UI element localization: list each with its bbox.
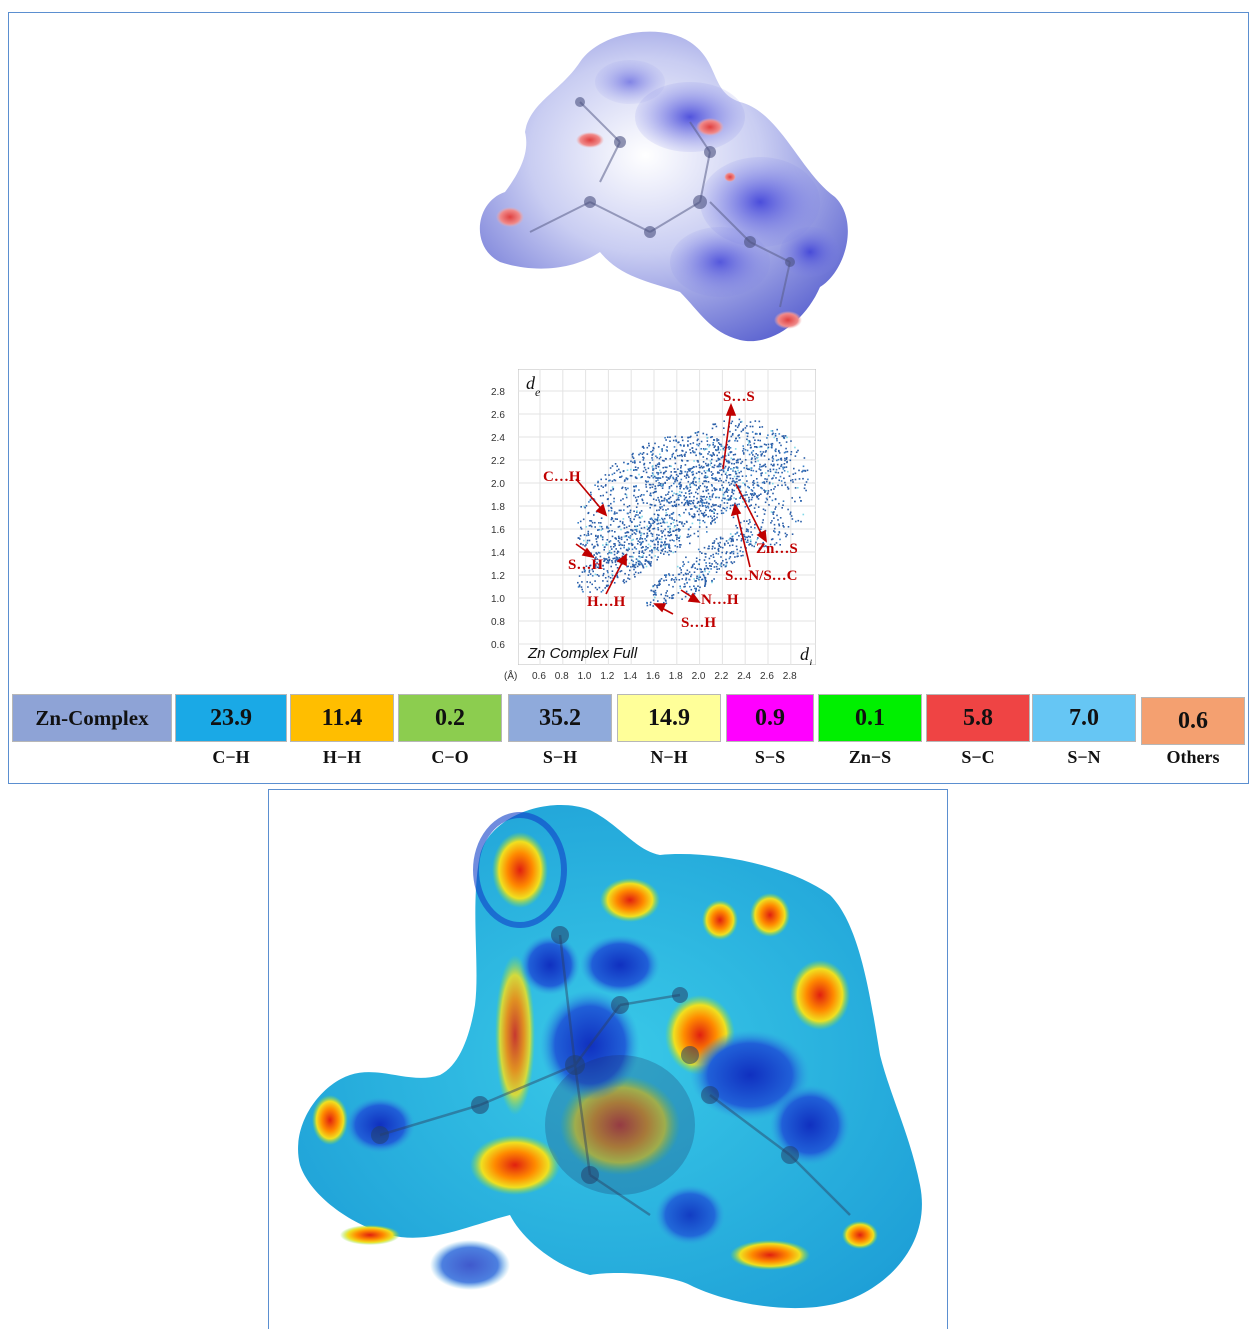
legend-contact-label: Others [1166,747,1220,767]
di-axis-label: di [800,644,812,665]
legend-row-label: Zn-Complex [12,694,172,742]
legend-value-cell: 0.6 [1141,697,1245,745]
legend-contact-label: C−O [431,747,469,767]
annotation-label: S…H [681,615,716,631]
legend-value-cell: 5.8 [926,694,1030,742]
legend-contact-label: N−H [650,747,688,767]
shape-index-surface-image [298,805,922,1309]
x-tick-label: 1.6 [646,671,660,682]
x-tick-label: 0.6 [532,671,546,682]
annotation-label: S…N/S…C [725,568,798,584]
legend-value-cell: 7.0 [1032,694,1136,742]
de-axis-label: de [526,373,541,399]
x-tick-label: 2.0 [692,671,706,682]
annotation-label: N…H [701,592,739,608]
fingerprint-title: Zn Complex Full [527,645,638,662]
annotation-label: S…H [568,557,603,573]
x-tick-label: 2.6 [760,671,774,682]
x-tick-label: 1.2 [600,671,614,682]
y-tick-label: 0.8 [491,617,505,628]
legend-value-cell: 11.4 [290,694,394,742]
contribution-legend: Zn-Complex 23.9 C−H 11.4 H−H 0.2 C−O 35.2 S−H 14… [12,694,1248,784]
legend-contact-label: S−H [542,747,578,767]
legend-value-cell: 23.9 [175,694,287,742]
y-tick-label: 2.4 [491,433,505,444]
y-tick-label: 1.0 [491,594,505,605]
legend-contact-label: C−H [212,747,250,767]
x-tick-label: 2.2 [714,671,728,682]
y-tick-label: 2.2 [491,456,505,467]
legend-contact-label: S−N [1067,747,1101,767]
y-tick-label: 1.8 [491,502,505,513]
y-tick-label: 2.8 [491,387,505,398]
x-tick-label: 2.4 [737,671,751,682]
y-tick-label: 2.0 [491,479,505,490]
x-tick-label: 1.8 [669,671,683,682]
annotation-label: C…H [543,469,581,485]
x-tick-label: 2.8 [783,671,797,682]
legend-contact-label: H−H [322,747,362,767]
unit-label: (Å) [504,669,517,682]
x-tick-label: 1.4 [623,671,637,682]
legend-value-cell: 0.1 [818,694,922,742]
legend-contact-label: Zn−S [848,747,892,767]
fingerprint-plot: S…S C…H Zn…S S…H S…N/S…C H…H N…H S…H de di Zn C… [518,369,816,665]
legend-value-cell: 0.2 [398,694,502,742]
y-tick-label: 1.4 [491,548,505,559]
legend-value-cell: 0.9 [726,694,814,742]
annotation-label: Zn…S [756,541,798,557]
y-tick-label: 1.6 [491,525,505,536]
annotation-label: S…S [723,389,755,405]
y-tick-label: 0.6 [491,640,505,651]
x-tick-label: 1.0 [578,671,592,682]
y-tick-label: 2.6 [491,410,505,421]
dnorm-surface-image [479,31,848,342]
annotation-label: H…H [587,594,626,610]
legend-contact-label: S−S [754,747,786,767]
legend-value-cell: 35.2 [508,694,612,742]
legend-contact-label: S−C [961,747,995,767]
x-tick-label: 0.8 [555,671,569,682]
y-tick-label: 1.2 [491,571,505,582]
legend-value-cell: 14.9 [617,694,721,742]
fingerprint-axes-labels: 2.8 2.6 2.4 2.2 2.0 1.8 1.6 1.4 1.2 1.0 0.8 0.6 0.6… [491,387,797,682]
